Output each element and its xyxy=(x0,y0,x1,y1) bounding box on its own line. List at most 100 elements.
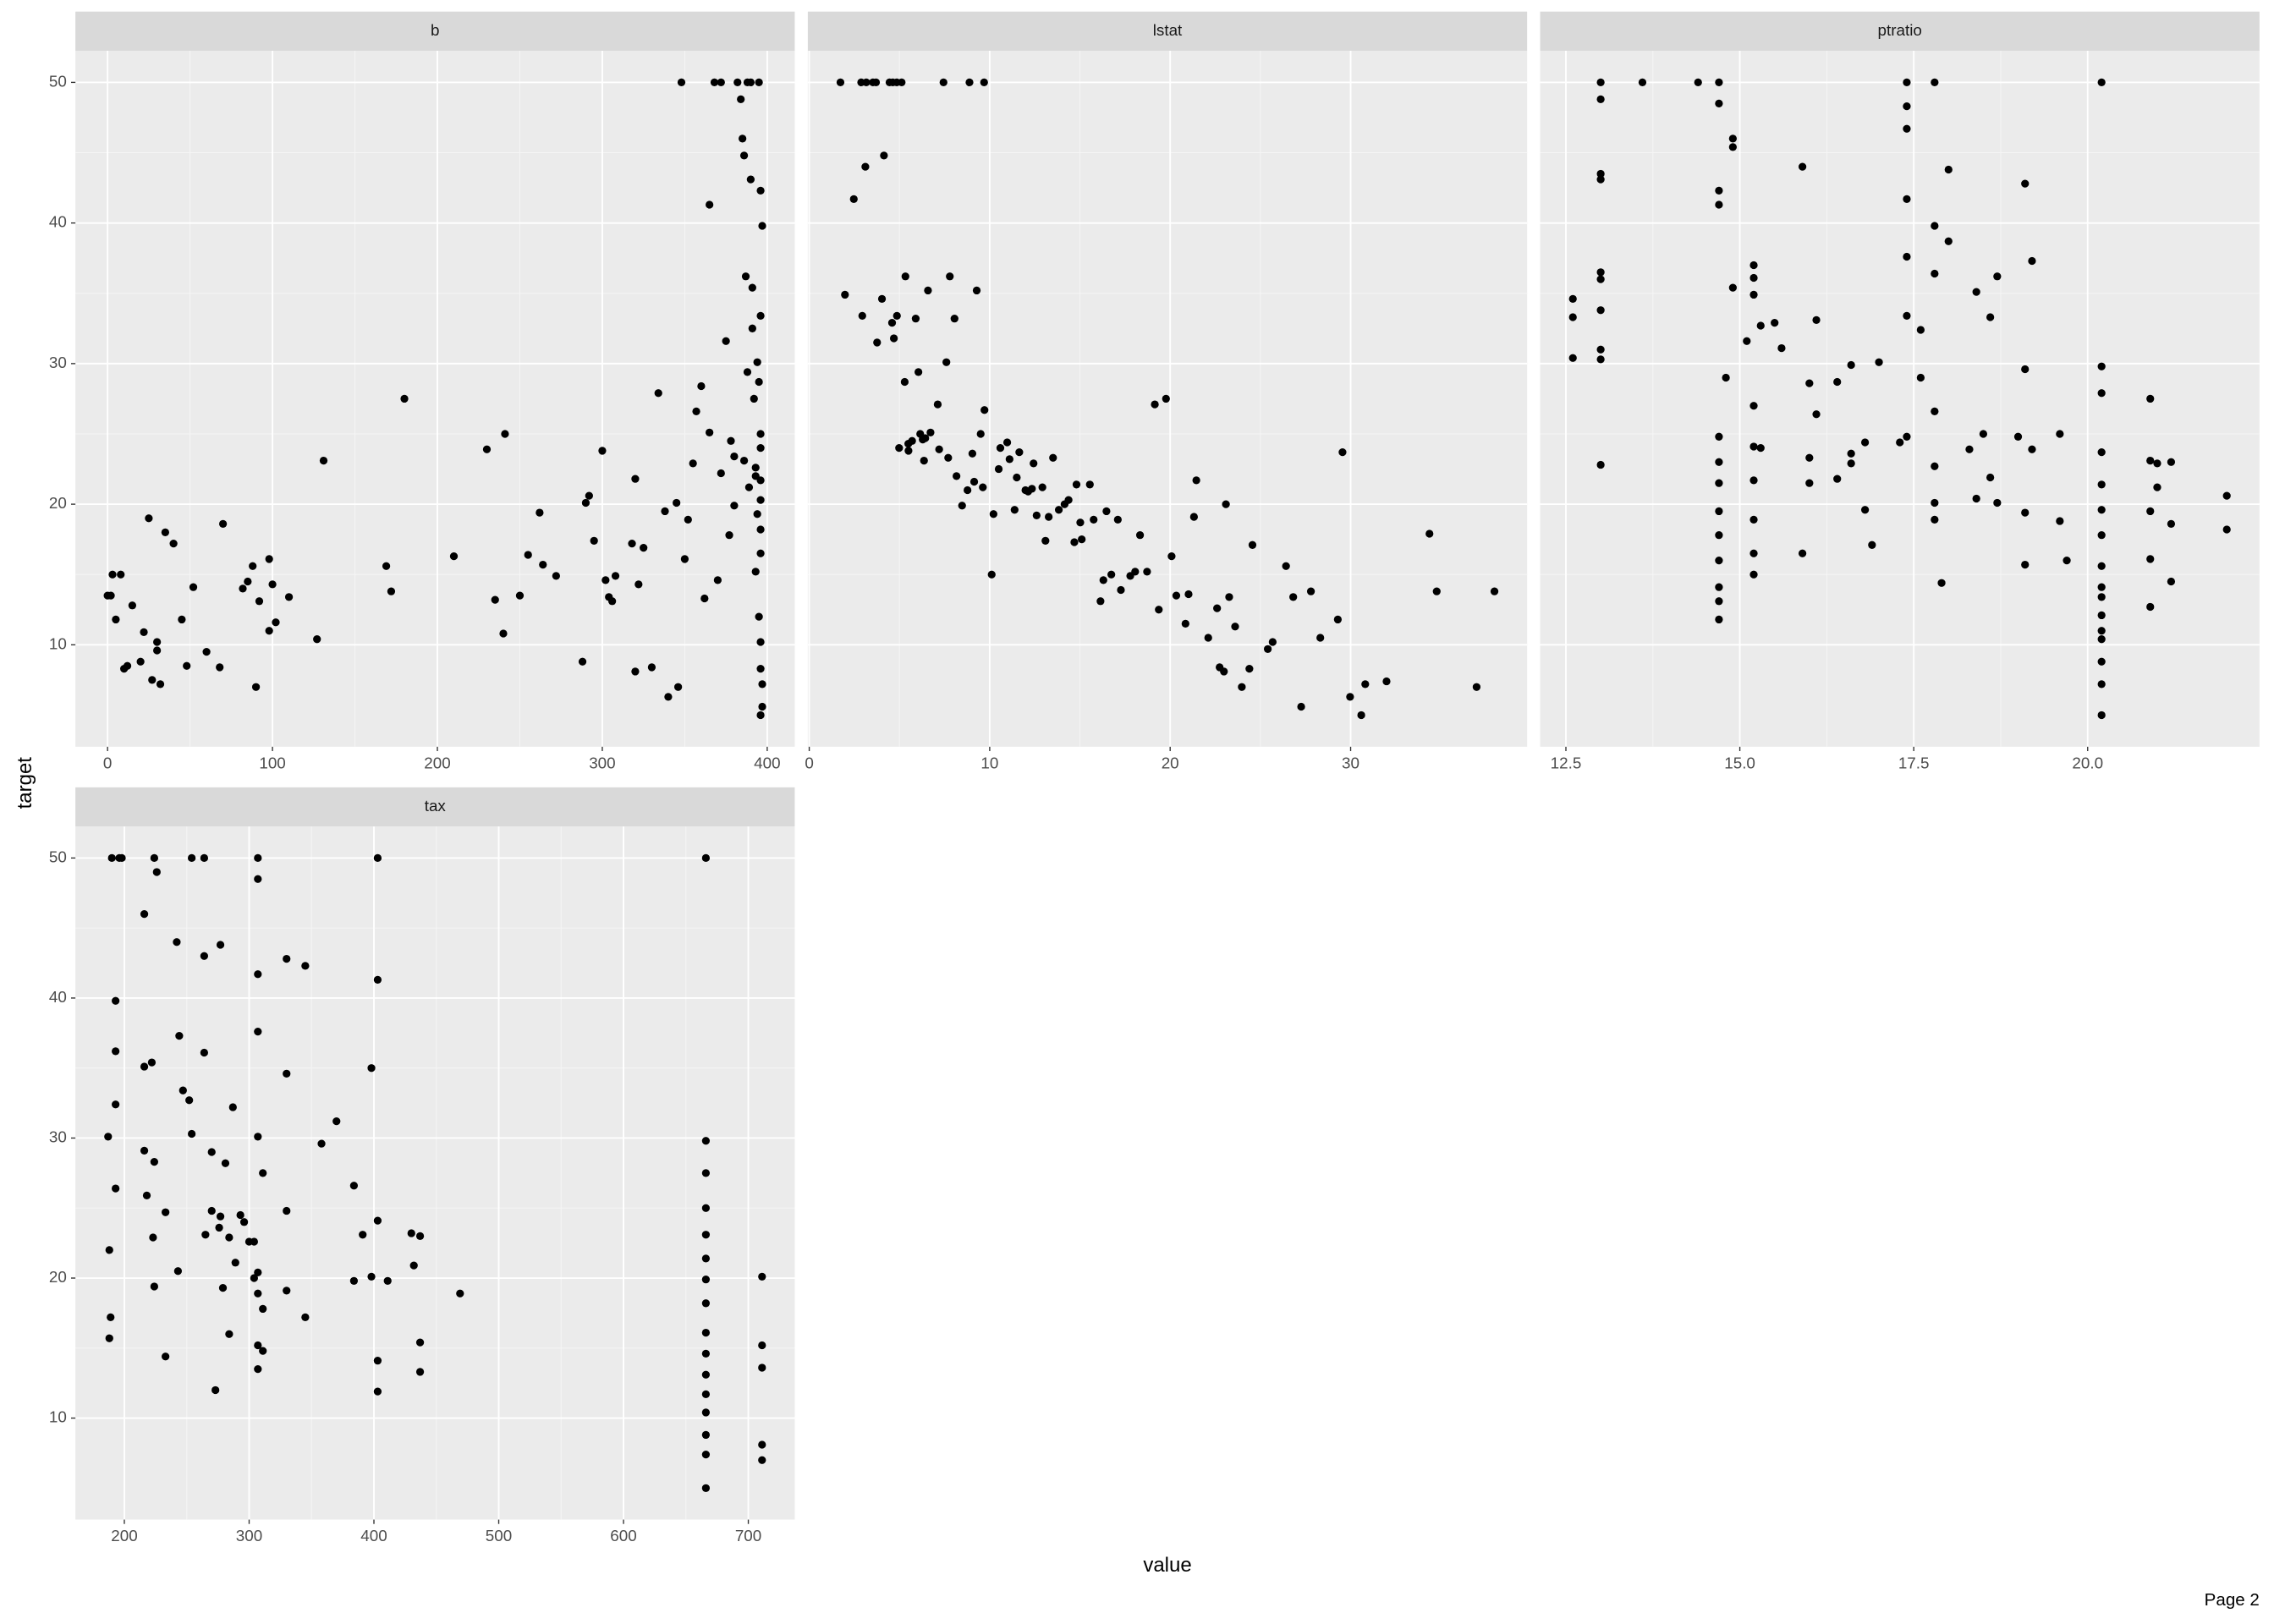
point xyxy=(1596,345,1605,354)
point xyxy=(739,134,747,143)
point xyxy=(722,337,730,345)
point xyxy=(634,580,643,589)
point xyxy=(758,1456,766,1464)
x-axis-title: value xyxy=(1143,1554,1191,1577)
point xyxy=(753,510,761,518)
point xyxy=(156,680,165,689)
y-tick-label: 50 xyxy=(49,72,67,90)
x-tick-label: 500 xyxy=(486,1527,512,1544)
point xyxy=(1916,373,1925,382)
point xyxy=(921,434,930,442)
point xyxy=(259,1304,267,1314)
point xyxy=(1596,460,1605,469)
point xyxy=(254,1341,262,1350)
point xyxy=(373,1387,382,1396)
point xyxy=(1715,458,1723,466)
point xyxy=(319,456,328,465)
point xyxy=(1225,593,1233,601)
point xyxy=(680,555,689,563)
point xyxy=(415,1338,425,1347)
point xyxy=(1833,377,1842,387)
point xyxy=(1184,590,1193,599)
point xyxy=(849,195,858,204)
point xyxy=(255,597,264,606)
y-tick-label: 30 xyxy=(49,1127,67,1145)
point xyxy=(1903,432,1911,441)
point xyxy=(118,853,126,863)
point xyxy=(449,551,459,561)
x-tick-label: 17.5 xyxy=(1898,754,1930,771)
point xyxy=(1847,360,1855,370)
point xyxy=(1072,480,1081,489)
point xyxy=(367,1064,376,1073)
point xyxy=(231,1259,239,1267)
point xyxy=(980,78,988,87)
point xyxy=(140,628,148,637)
point xyxy=(2167,458,2176,466)
point xyxy=(739,456,749,465)
point xyxy=(914,368,923,376)
point xyxy=(935,445,943,453)
point xyxy=(150,1157,159,1166)
strip-label: tax xyxy=(425,797,447,815)
point xyxy=(889,334,898,343)
point xyxy=(733,78,742,87)
point xyxy=(741,272,750,281)
point xyxy=(373,1357,382,1365)
x-tick-label: 400 xyxy=(360,1527,387,1544)
point xyxy=(2056,517,2064,525)
point xyxy=(1333,615,1343,624)
point xyxy=(211,1385,220,1395)
point xyxy=(1568,354,1577,362)
point xyxy=(871,78,881,87)
point xyxy=(701,1276,711,1284)
point xyxy=(250,1237,259,1246)
point xyxy=(107,1313,115,1321)
point xyxy=(162,1208,170,1216)
point xyxy=(409,1261,418,1270)
point xyxy=(1596,95,1605,103)
point xyxy=(2097,389,2106,398)
point xyxy=(108,570,117,579)
point xyxy=(2097,710,2106,720)
point xyxy=(367,1272,376,1281)
point xyxy=(251,683,261,691)
point xyxy=(148,676,157,684)
point xyxy=(755,78,763,87)
point xyxy=(259,1347,267,1355)
point xyxy=(880,151,888,160)
strip xyxy=(1540,11,2260,51)
point xyxy=(1382,677,1391,686)
point xyxy=(739,151,749,160)
point xyxy=(2146,456,2155,465)
point xyxy=(873,338,882,347)
point xyxy=(1860,506,1870,514)
point xyxy=(1847,459,1855,468)
point xyxy=(700,594,709,603)
point xyxy=(901,272,909,281)
point xyxy=(112,996,120,1005)
point xyxy=(254,970,262,979)
point xyxy=(254,1268,262,1277)
point xyxy=(748,283,756,292)
point xyxy=(524,551,532,559)
point xyxy=(585,491,593,500)
x-tick-label: 300 xyxy=(236,1527,262,1544)
point xyxy=(2021,560,2030,569)
point xyxy=(2097,447,2106,457)
point xyxy=(706,200,714,209)
point xyxy=(107,591,115,600)
strip xyxy=(75,11,795,51)
point xyxy=(933,400,942,409)
point xyxy=(382,562,391,570)
point xyxy=(2013,432,2023,441)
point xyxy=(692,407,700,416)
point xyxy=(283,1069,291,1078)
point xyxy=(1245,664,1254,673)
point xyxy=(701,1328,711,1337)
point xyxy=(2028,445,2036,453)
point xyxy=(717,78,725,87)
point xyxy=(1868,540,1876,549)
point xyxy=(701,1231,711,1239)
point xyxy=(1749,476,1758,485)
